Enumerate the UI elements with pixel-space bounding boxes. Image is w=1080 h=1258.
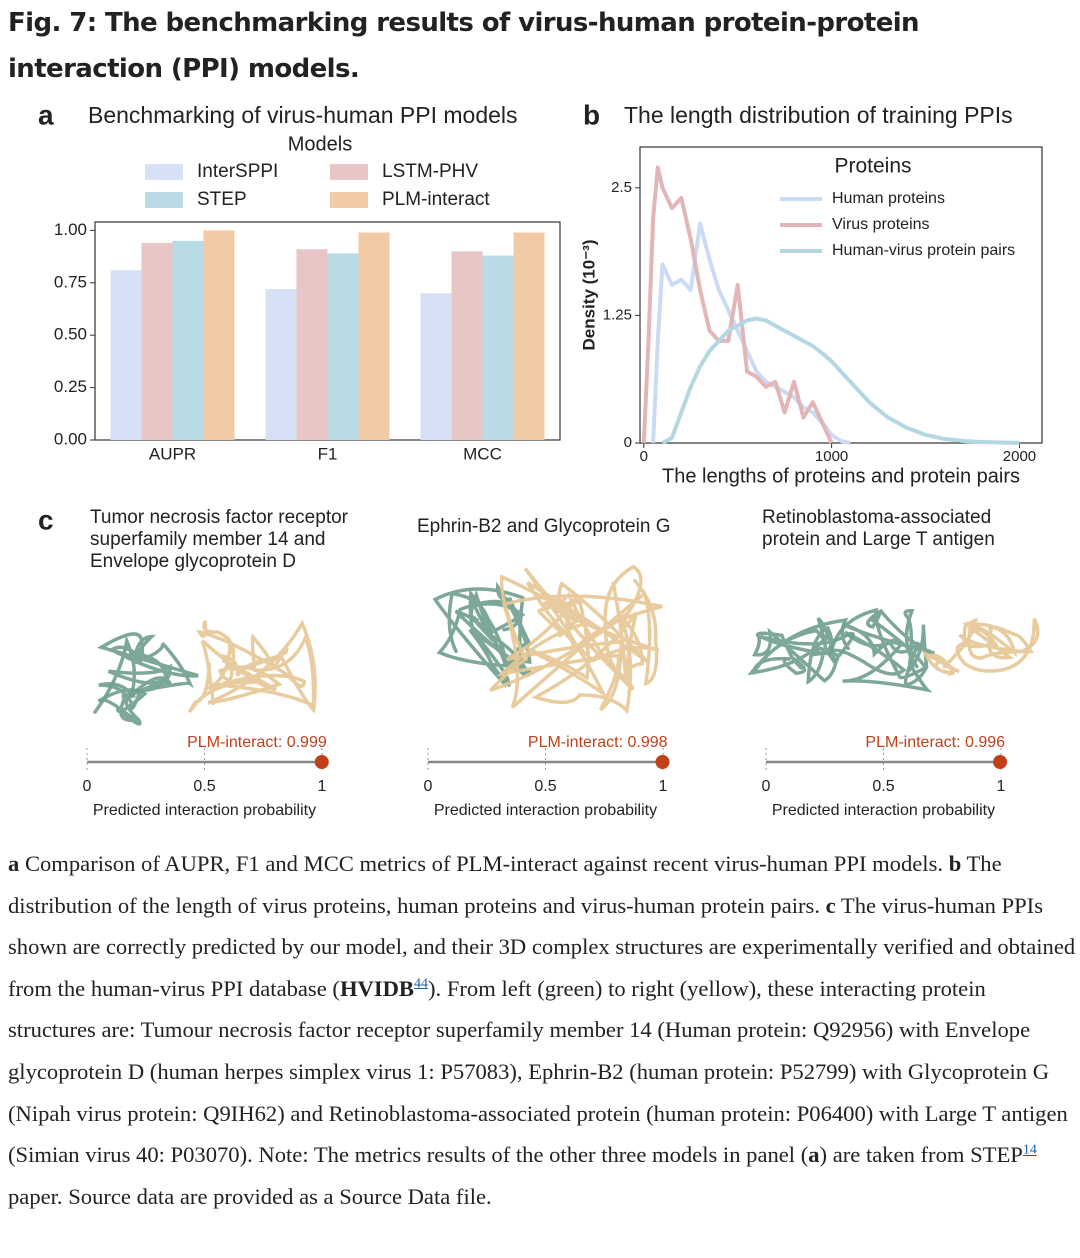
x-tick-label: 0.5 bbox=[193, 778, 215, 795]
protein-ribbon bbox=[828, 607, 936, 693]
legend-swatch bbox=[145, 192, 183, 208]
caption-bold: HVIDB bbox=[339, 975, 415, 1001]
x-tick-label: AUPR bbox=[149, 444, 196, 463]
line bbox=[651, 221, 851, 445]
reference-link[interactable]: 44 bbox=[414, 976, 429, 992]
caption-text: paper. Source data are provided as a Sou… bbox=[8, 1183, 492, 1209]
value-label: PLM-interact: 0.999 bbox=[187, 734, 327, 751]
x-tick-label: 1 bbox=[659, 778, 668, 795]
protein-ribbon bbox=[955, 617, 1040, 673]
protein-ribbon bbox=[489, 564, 663, 715]
structure-title: Retinoblastoma-associated bbox=[762, 507, 991, 528]
panel-title: The length distribution of training PPIs bbox=[624, 102, 1013, 128]
caption-text: Comparison of AUPR, F1 and MCC metrics o… bbox=[19, 851, 949, 876]
legend-label: Virus proteins bbox=[832, 216, 930, 233]
bar bbox=[172, 240, 204, 440]
x-tick-label: 1 bbox=[997, 778, 1006, 795]
reference-link[interactable]: 14 bbox=[1022, 1142, 1037, 1158]
y-tick-label: 0.25 bbox=[54, 377, 87, 396]
bar bbox=[451, 251, 483, 440]
bar bbox=[265, 289, 297, 440]
x-tick-label: 1 bbox=[318, 778, 327, 795]
legend-label: InterSPPI bbox=[197, 161, 278, 182]
bar bbox=[203, 230, 235, 440]
caption-bold: a bbox=[808, 1142, 820, 1168]
caption: a Comparison of AUPR, F1 and MCC metrics… bbox=[8, 843, 1076, 1217]
caption-text: The virus-human PPIs shown are correctly… bbox=[8, 892, 1076, 1001]
value-label: PLM-interact: 0.998 bbox=[528, 734, 668, 751]
line bbox=[661, 316, 1020, 445]
y-tick-label: 1.00 bbox=[54, 220, 87, 239]
caption-bold: a bbox=[8, 851, 20, 876]
x-tick-label: 2000 bbox=[1003, 448, 1036, 465]
structure-title: Envelope glycoprotein D bbox=[90, 551, 296, 572]
legend-title: Proteins bbox=[834, 155, 911, 178]
caption-text: The distribution of the length of virus … bbox=[8, 851, 1002, 918]
caption-bold: b bbox=[948, 851, 962, 876]
caption-bold: c bbox=[825, 892, 836, 918]
protein-ribbon bbox=[188, 619, 317, 714]
protein-ribbon bbox=[747, 616, 855, 685]
caption-text: ). From left (green) to right (yellow), … bbox=[8, 975, 1068, 1168]
y-tick-label: 0 bbox=[624, 434, 632, 451]
x-tick-label: 0 bbox=[424, 778, 433, 795]
y-tick-label: 1.25 bbox=[603, 306, 632, 323]
panel-letter: c bbox=[38, 504, 54, 535]
x-tick-label: 0 bbox=[640, 448, 648, 465]
y-tick-label: 0.75 bbox=[54, 272, 87, 291]
legend-swatch bbox=[330, 164, 368, 180]
bar bbox=[141, 242, 173, 440]
x-axis-label: Predicted interaction probability bbox=[93, 802, 316, 819]
bar bbox=[327, 253, 359, 440]
bar bbox=[110, 270, 142, 440]
bar bbox=[358, 232, 390, 440]
protein-ribbon bbox=[93, 632, 199, 714]
y-axis-label: Density (10⁻³) bbox=[579, 240, 598, 351]
x-axis-label: Predicted interaction probability bbox=[772, 802, 995, 819]
caption-text: ) are taken from STEP bbox=[819, 1142, 1023, 1168]
bar bbox=[482, 255, 514, 440]
protein-ribbon bbox=[920, 644, 966, 677]
bar bbox=[513, 232, 545, 440]
legend-swatch bbox=[145, 164, 183, 180]
x-tick-label: 1000 bbox=[815, 448, 848, 465]
legend-label: LSTM-PHV bbox=[382, 161, 478, 182]
structure-title: Ephrin-B2 and Glycoprotein G bbox=[417, 516, 670, 537]
protein-structures bbox=[93, 564, 1040, 726]
line bbox=[641, 165, 834, 444]
legend-label: Human-virus protein pairs bbox=[832, 242, 1015, 259]
probability-dot bbox=[314, 755, 329, 769]
x-tick-label: 0 bbox=[83, 778, 92, 795]
legend-label: Human proteins bbox=[832, 190, 945, 207]
probability-dot bbox=[655, 755, 670, 769]
legend-label: STEP bbox=[197, 189, 247, 210]
structure-title: superfamily member 14 and bbox=[90, 529, 326, 550]
panel-title: Benchmarking of virus-human PPI models bbox=[88, 102, 518, 128]
x-axis-label: The lengths of proteins and protein pair… bbox=[662, 465, 1020, 487]
x-axis-label: Predicted interaction probability bbox=[434, 802, 657, 819]
panel-letter: b bbox=[583, 99, 600, 130]
probability-dot bbox=[993, 755, 1008, 769]
protein-ribbon bbox=[97, 682, 148, 726]
legend-title: Models bbox=[288, 133, 352, 155]
structure-title: Tumor necrosis factor receptor bbox=[90, 507, 349, 528]
structure-title: protein and Large T antigen bbox=[762, 529, 995, 550]
bar bbox=[420, 293, 452, 440]
x-tick-label: 0.5 bbox=[534, 778, 556, 795]
x-tick-label: 0.5 bbox=[872, 778, 894, 795]
x-tick-label: 0 bbox=[762, 778, 771, 795]
value-label: PLM-interact: 0.996 bbox=[865, 734, 1005, 751]
figure-title: Fig. 7: The benchmarking results of viru… bbox=[8, 8, 920, 84]
x-tick-label: F1 bbox=[318, 444, 338, 463]
y-tick-label: 0.50 bbox=[54, 325, 87, 344]
figure: a Benchmarking of virus-human PPI models… bbox=[38, 99, 1043, 819]
bar bbox=[296, 249, 328, 440]
legend-swatch bbox=[330, 192, 368, 208]
legend-label: PLM-interact bbox=[382, 189, 490, 210]
y-tick-label: 2.5 bbox=[611, 179, 632, 196]
panel-letter: a bbox=[38, 99, 54, 130]
x-tick-label: MCC bbox=[463, 444, 502, 463]
y-tick-label: 0.00 bbox=[54, 429, 87, 448]
